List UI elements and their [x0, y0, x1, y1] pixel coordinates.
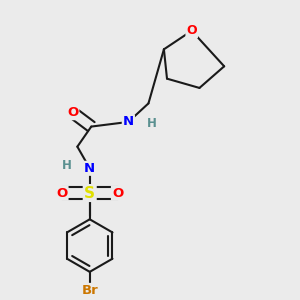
Text: O: O — [186, 24, 197, 37]
Text: S: S — [84, 185, 95, 200]
Text: H: H — [147, 117, 157, 130]
Text: H: H — [61, 159, 71, 172]
Text: Br: Br — [81, 284, 98, 297]
Text: O: O — [56, 187, 68, 200]
Text: N: N — [123, 116, 134, 128]
Text: O: O — [67, 106, 78, 119]
Text: O: O — [112, 187, 123, 200]
Text: N: N — [84, 162, 95, 175]
